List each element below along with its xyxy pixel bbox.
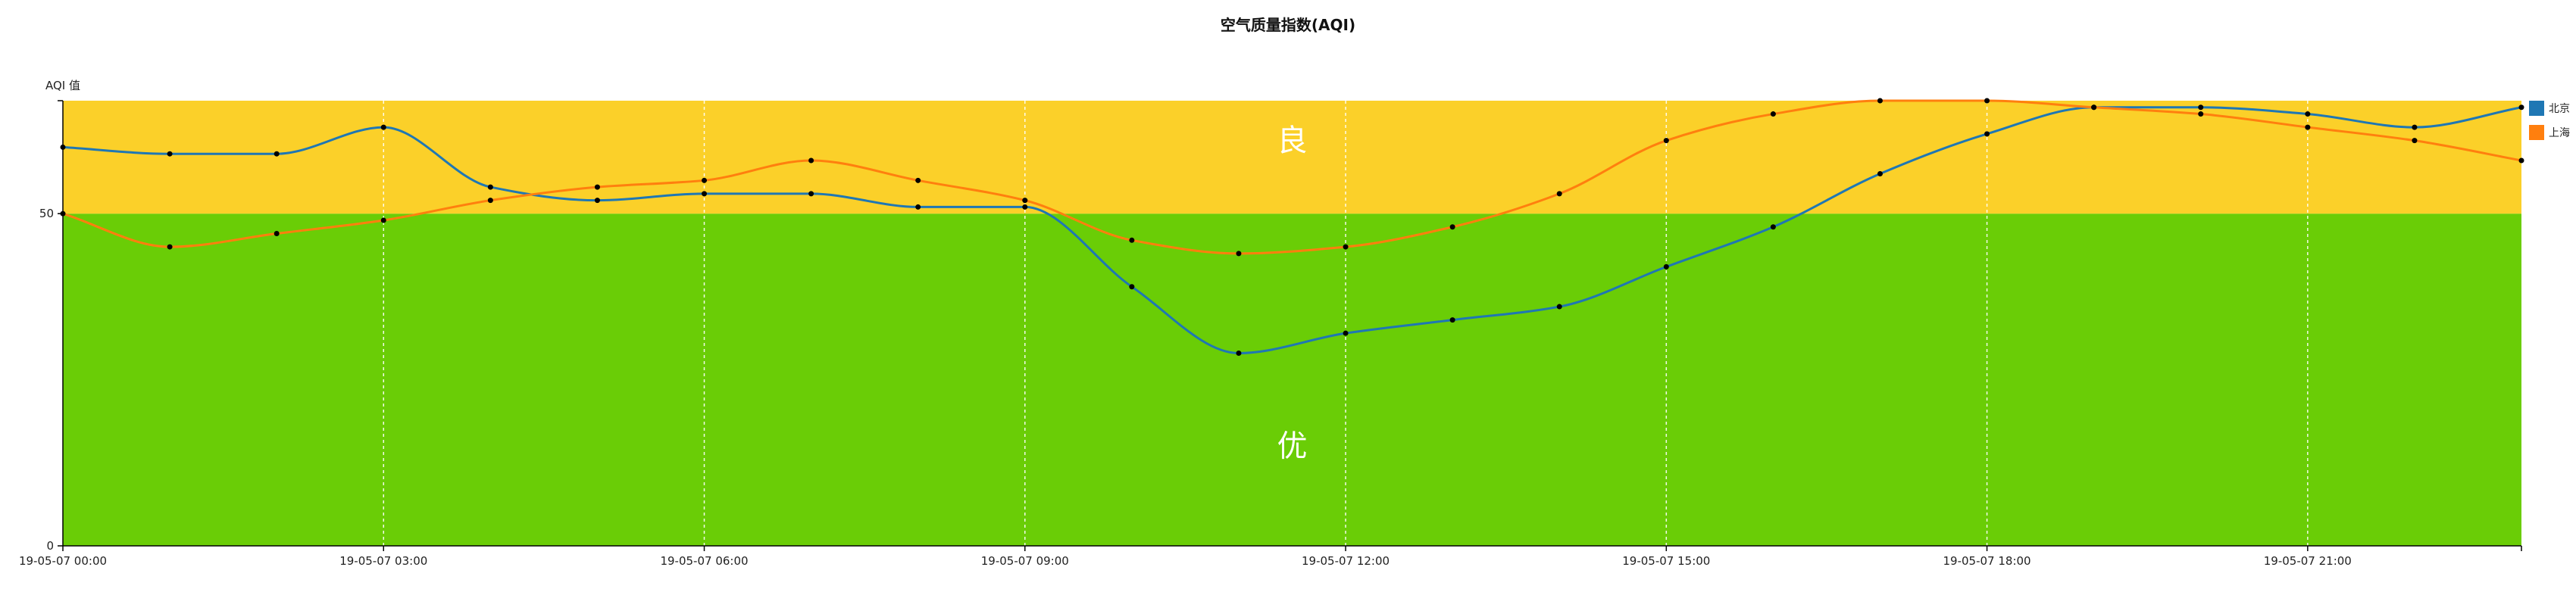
x-tick-label-0: 19-05-07 00:00 [19,554,107,568]
data-point-0-3 [380,124,386,130]
data-point-1-19 [2091,104,2097,111]
legend-swatch-1 [2529,125,2544,140]
y-tick-label-0: 0 [46,539,54,553]
data-point-0-14 [1556,304,1562,310]
data-point-1-5 [594,184,600,190]
data-point-0-23 [2518,104,2524,111]
data-point-0-22 [2412,124,2418,130]
y-tick-label-1: 50 [39,207,54,220]
legend-label-1: 上海 [2549,127,2570,139]
data-point-1-0 [60,210,66,217]
data-point-1-4 [487,198,493,204]
data-point-1-20 [2198,111,2204,117]
data-point-1-13 [1449,224,1455,230]
x-tick-label-3: 19-05-07 09:00 [981,554,1069,568]
x-tick-label-1: 19-05-07 03:00 [339,554,427,568]
data-point-0-6 [702,191,708,197]
data-point-0-5 [594,198,600,204]
data-point-1-3 [380,217,386,223]
data-point-0-12 [1343,330,1349,336]
data-point-0-2 [274,151,280,157]
data-point-0-7 [808,191,814,197]
aqi-bands [63,101,2521,546]
data-point-1-12 [1343,244,1349,250]
series-points [60,98,2524,356]
data-point-1-1 [167,244,173,250]
data-point-0-9 [1022,204,1028,210]
data-point-1-9 [1022,198,1028,204]
x-tick-label-5: 19-05-07 15:00 [1622,554,1710,568]
aqi-band-labels: 优良 [1277,123,1308,464]
data-point-0-1 [167,151,173,157]
y-axis-label: AQI 值 [45,79,80,92]
data-point-0-17 [1877,171,1883,177]
band-0 [63,213,2521,546]
grid-lines [383,101,2309,546]
chart-title: 空气质量指数(AQI) [1221,16,1355,34]
legend-swatch-0 [2529,101,2544,116]
data-point-0-18 [1984,131,1990,137]
data-point-0-21 [2305,111,2311,117]
data-point-1-6 [702,177,708,183]
data-point-0-10 [1129,284,1135,290]
data-point-1-21 [2305,124,2311,130]
data-point-0-0 [60,144,66,150]
axes: 0 50 19-05-07 00:00 19-05-07 03:00 19-05-07 … [19,100,2522,568]
data-point-1-23 [2518,157,2524,164]
data-point-1-16 [1770,111,1776,117]
data-point-1-22 [2412,138,2418,144]
data-point-1-2 [274,231,280,237]
x-tick-label-4: 19-05-07 12:00 [1302,554,1390,568]
data-point-0-11 [1236,350,1242,356]
data-point-1-14 [1556,191,1562,197]
legend-label-0: 北京 [2549,103,2570,115]
band-label-0: 优 [1277,429,1308,464]
data-point-0-13 [1449,317,1455,323]
data-point-1-11 [1236,251,1242,257]
x-tick-label-7: 19-05-07 21:00 [2264,554,2352,568]
data-point-1-17 [1877,98,1883,104]
data-point-1-10 [1129,237,1135,243]
band-1 [63,101,2521,214]
data-point-0-8 [915,204,921,210]
data-point-0-15 [1663,263,1669,270]
data-point-1-18 [1984,98,1990,104]
data-point-0-4 [487,184,493,190]
data-point-1-15 [1663,138,1669,144]
data-point-1-8 [915,177,921,183]
data-point-0-16 [1770,224,1776,230]
data-point-0-20 [2198,104,2204,111]
x-tick-label-6: 19-05-07 18:00 [1943,554,2031,568]
data-point-1-7 [808,157,814,164]
x-tick-label-2: 19-05-07 06:00 [660,554,748,568]
band-label-1: 良 [1277,123,1308,158]
